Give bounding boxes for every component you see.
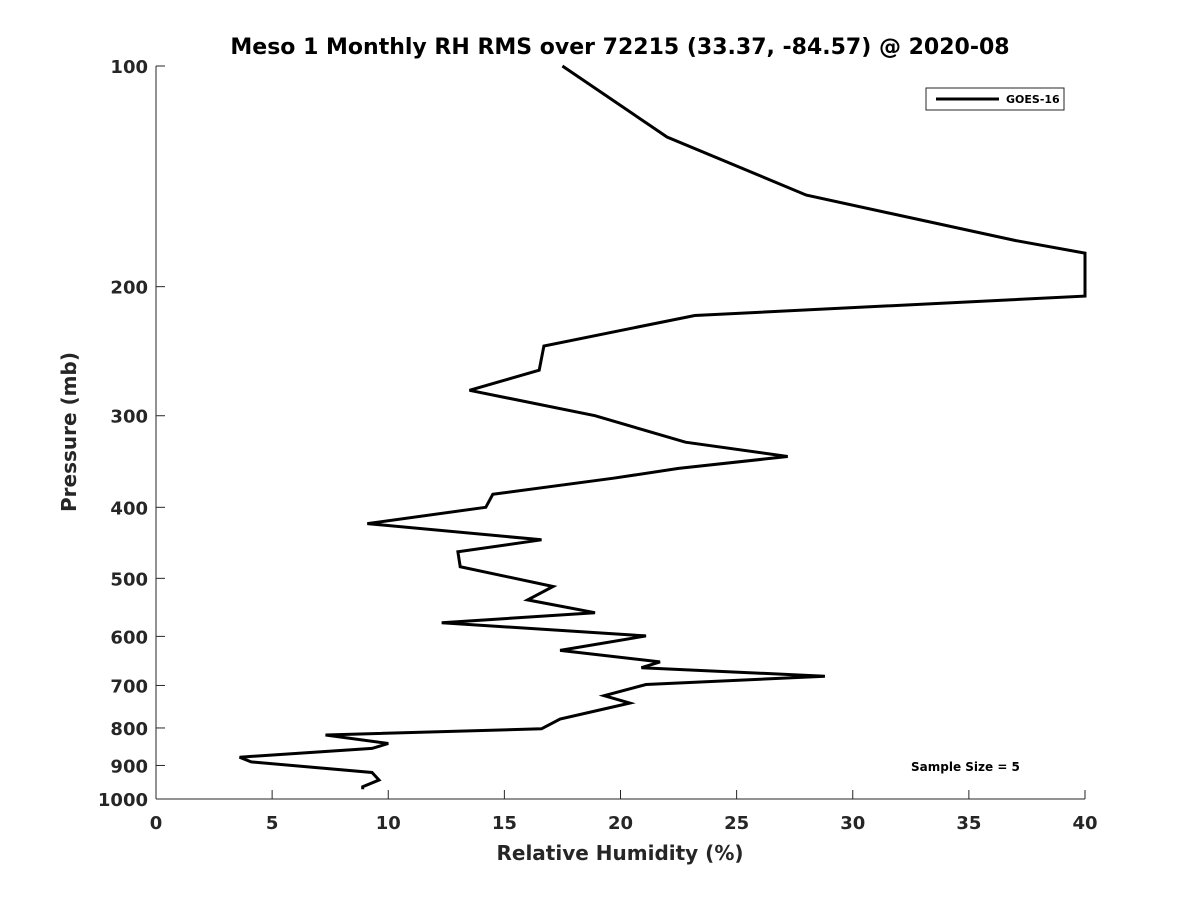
series-layer [239,64,1087,790]
y-tick-label: 100 [110,57,148,78]
y-tick-label: 900 [110,756,148,777]
x-tick-label: 35 [956,813,981,834]
chart-title: Meso 1 Monthly RH RMS over 72215 (33.37,… [230,35,1009,60]
legend-label: GOES-16 [1006,93,1060,106]
y-tick-label: 300 [110,407,148,428]
y-tick-label: 700 [110,676,148,697]
x-tick-label: 0 [150,813,163,834]
y-tick-label: 600 [110,627,148,648]
x-tick-label: 25 [724,813,749,834]
y-axis-label: Pressure (mb) [57,352,81,512]
x-tick-label: 15 [492,813,517,834]
x-tick-label: 30 [840,813,865,834]
y-tick-label: 1000 [98,790,148,811]
x-tick-label: 20 [608,813,633,834]
x-tick-label: 5 [266,813,279,834]
y-tick-label: 800 [110,719,148,740]
y-tick-label: 200 [110,278,148,299]
x-axis-label: Relative Humidity (%) [496,841,743,865]
x-axis-ticks: 0 5 10 15 20 25 30 35 40 [150,790,1098,834]
x-tick-label: 10 [376,813,401,834]
x-tick-label: 40 [1072,813,1097,834]
y-axis-ticks: 100 200 300 400 500 600 700 800 900 1000 [98,57,165,811]
legend: GOES-16 [925,87,1065,111]
y-tick-label: 400 [110,498,148,519]
series-line-goes16 [239,64,1087,790]
y-tick-label: 500 [110,569,148,590]
sample-size-annotation: Sample Size = 5 [911,760,1020,774]
